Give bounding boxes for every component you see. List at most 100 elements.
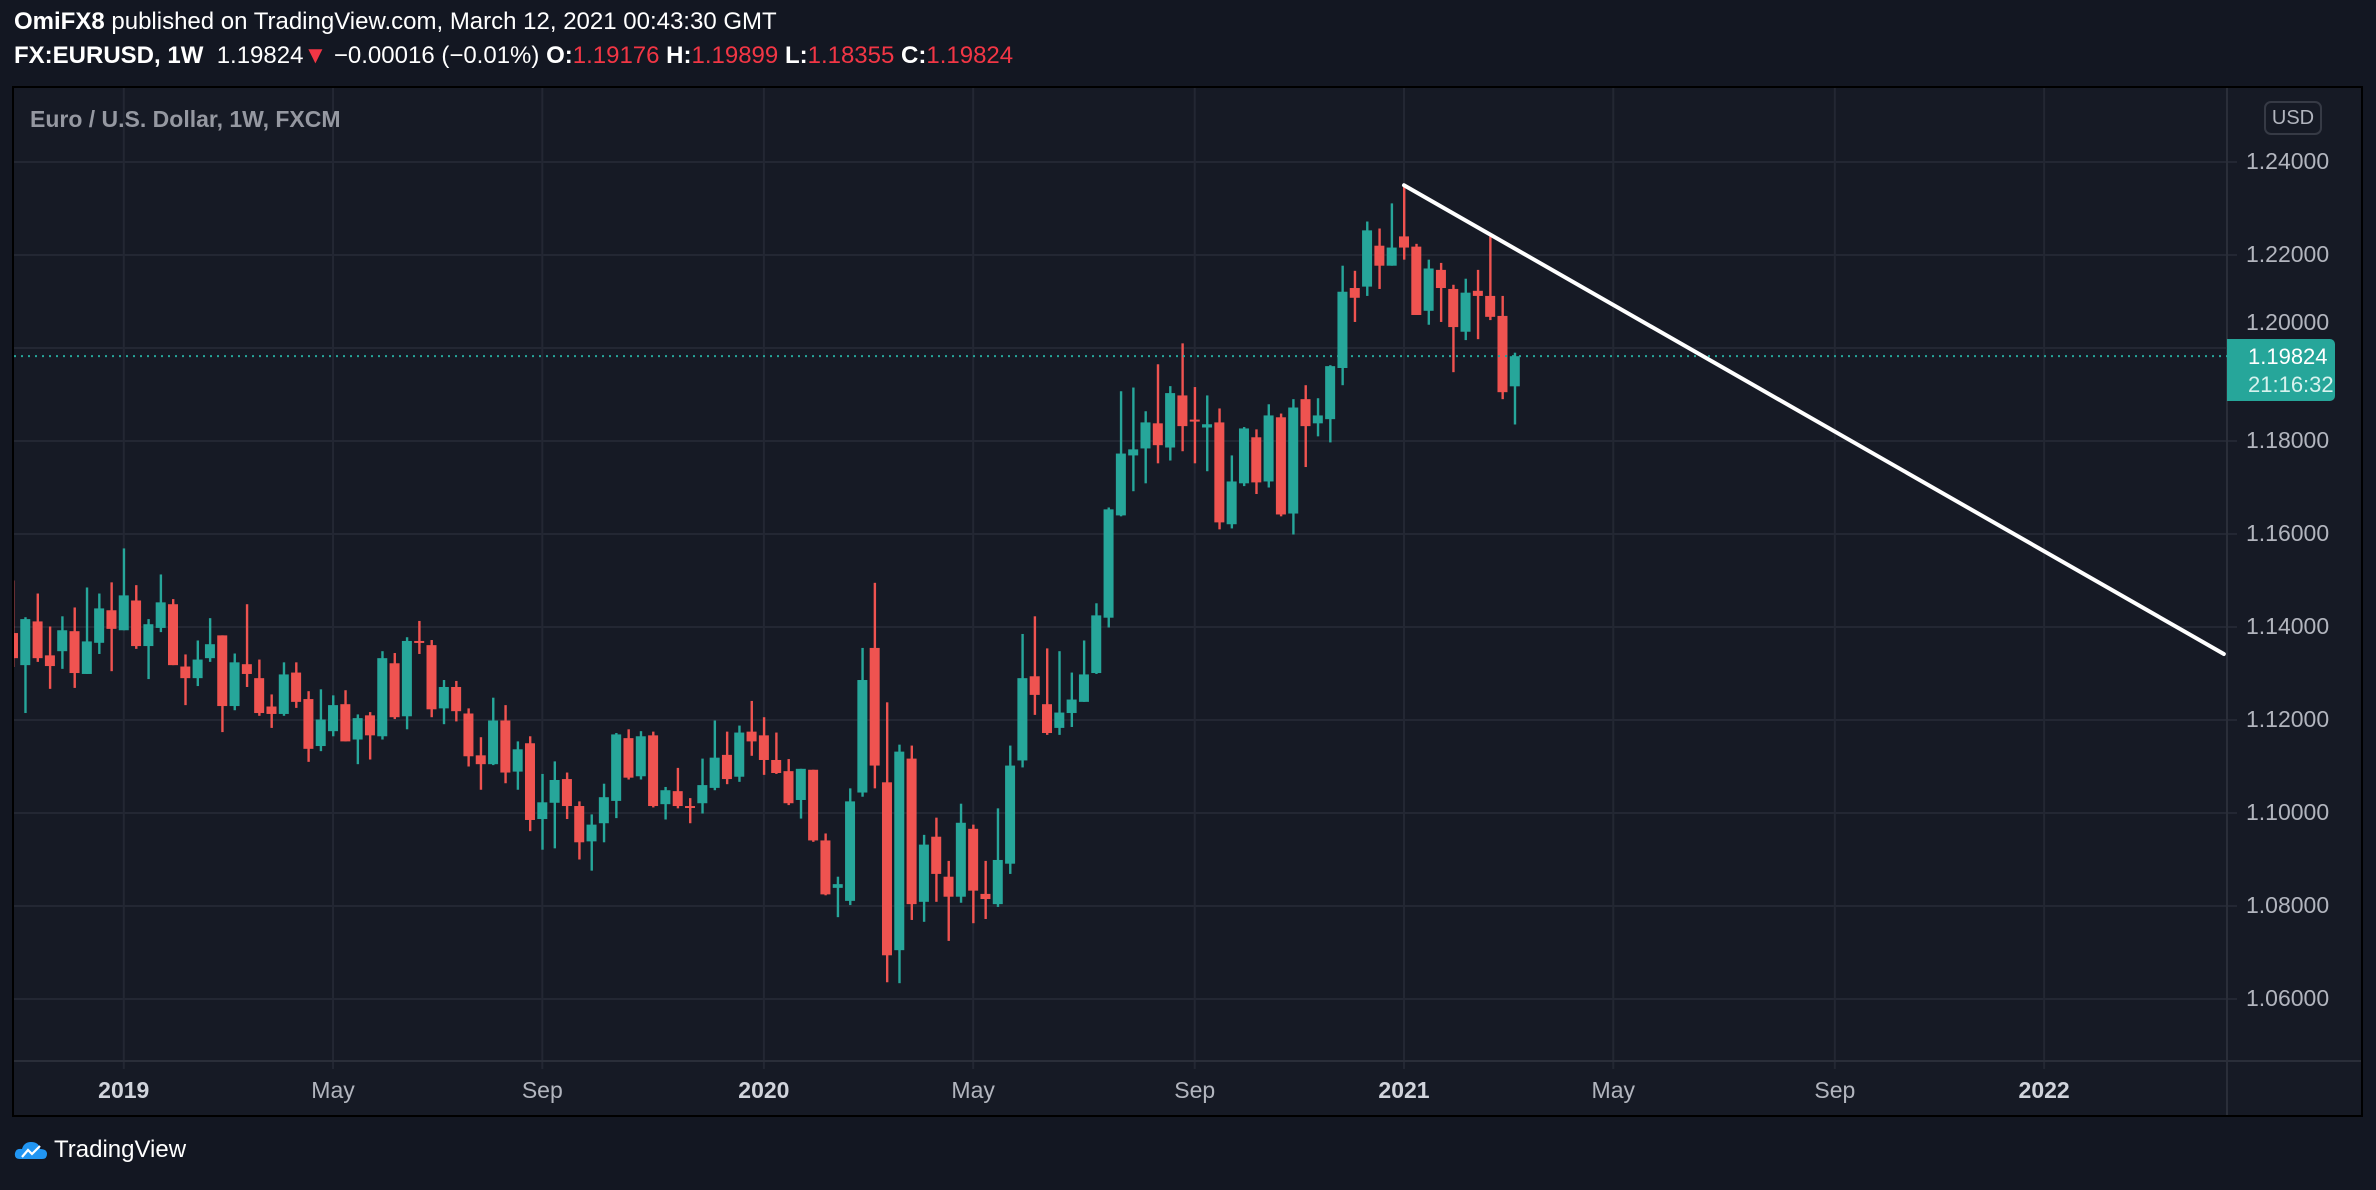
candle-down (426, 640, 437, 718)
candle-body (697, 785, 708, 804)
currency-button[interactable]: USD (2264, 101, 2322, 135)
candle-wick (689, 798, 692, 824)
candle-body (14, 633, 18, 659)
candle-wick (368, 712, 372, 760)
time-tick-label: May (951, 1077, 995, 1103)
candle-body (1485, 295, 1496, 317)
publish-text: published on TradingView.com, March 12, … (111, 8, 777, 35)
candle-body (32, 621, 43, 659)
candle-down (746, 700, 757, 756)
candle-down (389, 653, 400, 720)
candle-up (1202, 395, 1213, 472)
price-change: −0.00016 (−0.01%) (333, 42, 540, 69)
candle-body (881, 782, 892, 956)
candle-body (734, 732, 745, 777)
candle-wick (590, 814, 593, 871)
candle-down (672, 767, 683, 809)
candle-body (1337, 291, 1348, 368)
candle-body (278, 674, 289, 714)
candle-wick (24, 617, 27, 714)
candle-down (266, 694, 277, 728)
candle-body (118, 595, 129, 631)
candle-up (229, 653, 240, 711)
candle-up (1017, 633, 1028, 768)
candle-body (254, 678, 265, 714)
candle-body (1152, 423, 1163, 446)
candle-body (537, 802, 548, 820)
candle-body (364, 715, 375, 736)
candle-down (500, 705, 511, 784)
candle-body (81, 641, 92, 674)
candle-body (758, 735, 769, 760)
candle-down (869, 582, 880, 789)
last-price-value: 1.19824 (2248, 344, 2328, 369)
high-label: H: (666, 42, 692, 69)
last-price: 1.19824 (216, 42, 304, 69)
candles (14, 185, 1520, 984)
candle-wick (1439, 262, 1443, 322)
candle-body (1005, 765, 1016, 864)
candle-body (1054, 712, 1065, 728)
candle-down (906, 745, 917, 920)
author-name[interactable]: OmiFX8 (14, 8, 105, 35)
candle-down (1177, 343, 1188, 452)
candle-up (401, 637, 412, 730)
candle-wick (147, 619, 150, 680)
candle-body (475, 755, 486, 765)
tradingview-logo[interactable]: TradingView (14, 1136, 186, 1164)
candle-up (586, 814, 597, 871)
candle-up (611, 733, 622, 819)
candle-body (155, 602, 166, 628)
candle-down (1435, 262, 1446, 322)
candle-down (241, 604, 252, 687)
trendline[interactable] (1402, 183, 2226, 656)
price-tick-label: 1.22000 (2246, 241, 2330, 267)
candle-wick (208, 618, 212, 662)
candle-body (1238, 428, 1249, 484)
low-label: L: (784, 42, 808, 69)
candle-down (1399, 185, 1409, 260)
candle-body (291, 672, 302, 702)
candle-wick (1046, 648, 1049, 735)
candle-up (1165, 386, 1176, 461)
candle-body (648, 735, 659, 807)
price-tick-label: 1.20000 (2246, 309, 2330, 335)
candle-wick (1206, 395, 1209, 472)
publish-info: OmiFX8 published on TradingView.com, Mar… (14, 8, 777, 36)
candle-down (943, 860, 954, 941)
chart-frame[interactable] (12, 86, 2363, 1117)
candle-down (931, 817, 942, 902)
candle-wick (1390, 203, 1394, 266)
candle-up (155, 574, 166, 633)
candle-up (549, 761, 560, 849)
candle-down (771, 732, 782, 774)
candle-body (906, 758, 917, 905)
candle-wick (947, 860, 950, 941)
candle-body (94, 608, 105, 643)
candle-up (857, 647, 868, 797)
candle-body (426, 645, 437, 710)
candle-wick (1193, 387, 1197, 464)
open-label: O: (546, 42, 573, 69)
close-value: 1.19824 (926, 42, 1014, 69)
candle-body (709, 757, 720, 788)
candle-body (1042, 704, 1053, 734)
candle-down (414, 620, 425, 654)
candle-body (918, 844, 929, 902)
candle-body (488, 720, 499, 765)
candle-down (1152, 364, 1163, 464)
chart-legend: Euro / U.S. Dollar, 1W, FXCM (30, 106, 341, 132)
candle-body (1288, 407, 1299, 514)
candle-down (32, 593, 43, 662)
candle-body (401, 640, 412, 717)
candle-body (229, 662, 240, 707)
candle-up (635, 731, 646, 780)
candle-down (1029, 616, 1040, 715)
candle-up (1078, 640, 1089, 702)
candle-up (734, 725, 745, 782)
brand-name: TradingView (54, 1136, 187, 1163)
candle-up (1091, 603, 1102, 674)
candle-down (1189, 387, 1200, 464)
price-tick-label: 1.16000 (2246, 520, 2330, 546)
